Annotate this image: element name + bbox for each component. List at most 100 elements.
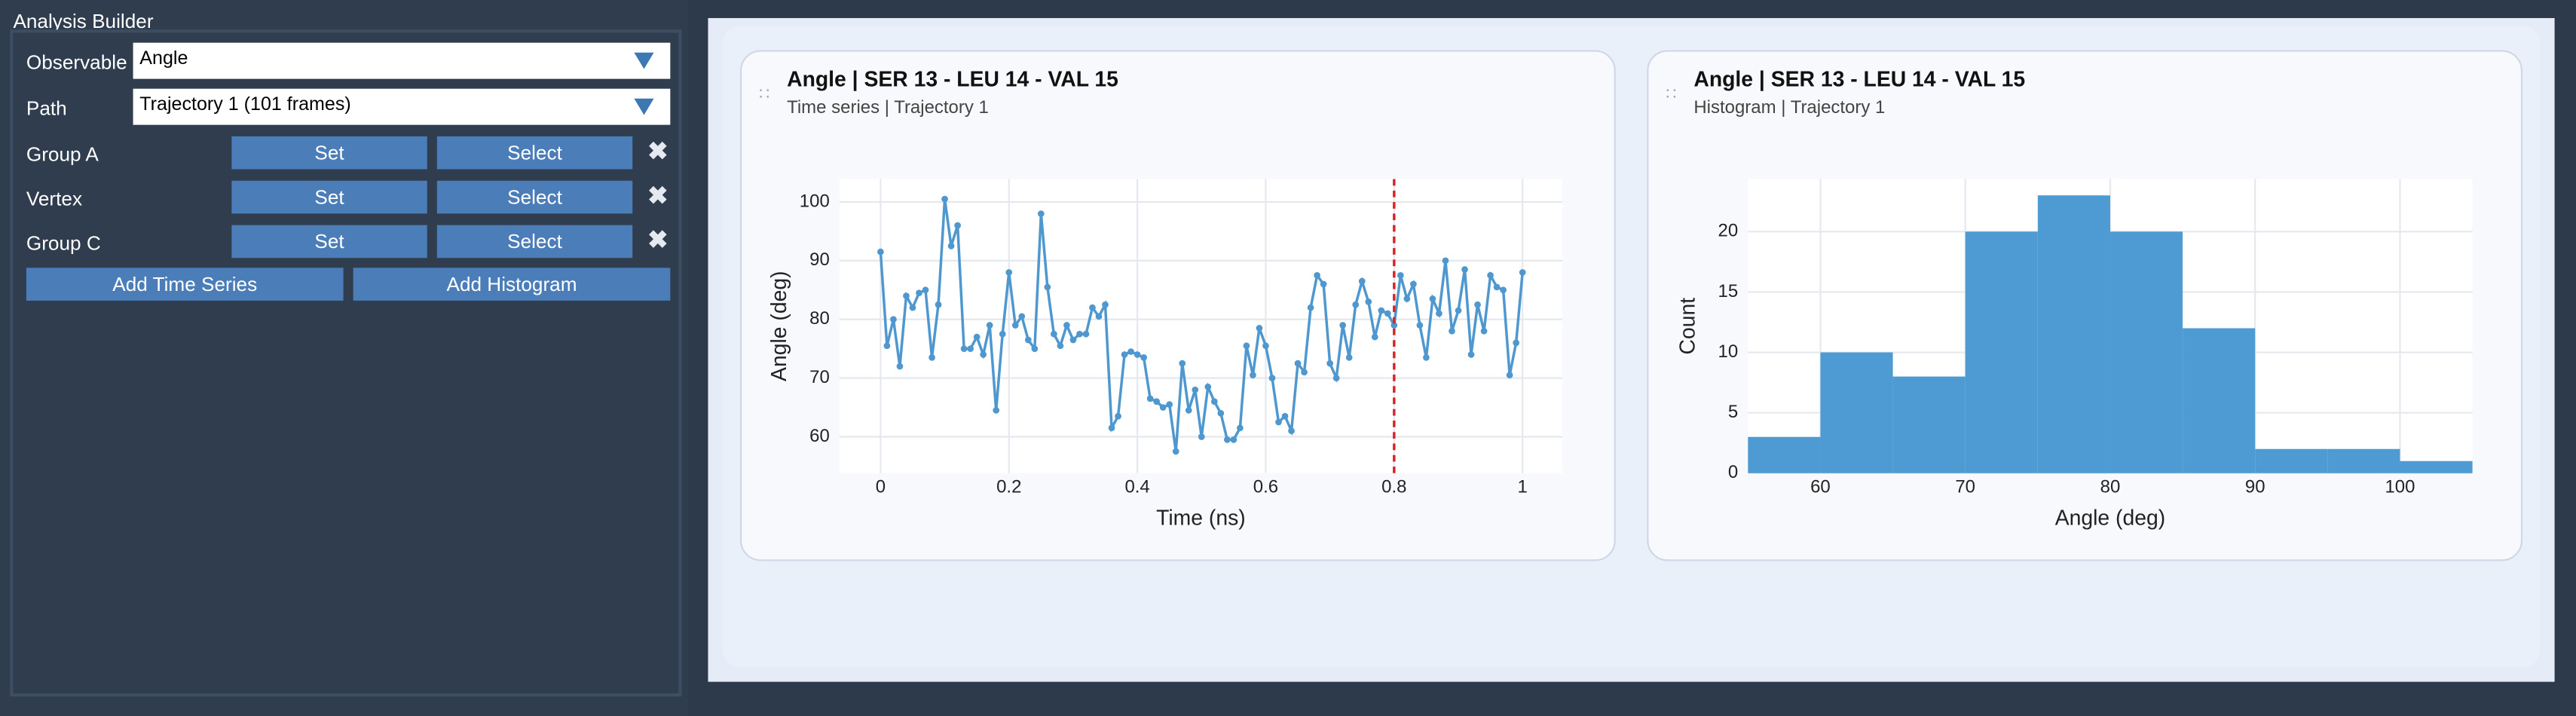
set-button[interactable]: Set: [231, 180, 427, 214]
select-button[interactable]: Select: [436, 136, 633, 170]
dropdown-arrow: [634, 98, 654, 115]
point: [1397, 271, 1404, 279]
point: [1223, 436, 1231, 443]
point: [909, 304, 916, 311]
point: [1063, 322, 1070, 329]
point: [1204, 383, 1212, 390]
bar: [1965, 231, 2038, 473]
set-button[interactable]: Set: [231, 225, 427, 259]
add-histogram-button[interactable]: Add Histogram: [353, 268, 671, 301]
panel-title: Analysis Builder: [13, 10, 154, 33]
x-tick-label: 80: [2100, 477, 2121, 497]
select-button[interactable]: Select: [436, 225, 633, 259]
point: [883, 342, 891, 350]
point: [1095, 313, 1103, 320]
drag-handle: ∷: [759, 84, 769, 103]
point: [1011, 322, 1019, 329]
set-button[interactable]: Set: [231, 136, 427, 170]
point: [890, 316, 897, 323]
point: [1275, 418, 1282, 426]
y-tick-label: 20: [1718, 221, 1739, 241]
point: [1230, 436, 1238, 443]
y-tick-label: 100: [800, 191, 830, 211]
drag-handle: ∷: [1666, 84, 1676, 103]
row-label: Group C: [26, 231, 101, 255]
point: [1121, 351, 1128, 358]
x-tick-label: 70: [1955, 477, 1975, 497]
point: [980, 351, 987, 358]
point: [1089, 304, 1096, 311]
point: [1307, 304, 1314, 311]
point: [1217, 409, 1225, 417]
x-tick-label: 0.2: [996, 477, 1021, 497]
y-tick-label: 90: [809, 249, 830, 270]
point: [1288, 427, 1295, 435]
bar: [1820, 352, 1893, 473]
row-label: Vertex: [26, 187, 83, 211]
y-tick-label: 70: [809, 367, 830, 387]
bar: [1748, 436, 1821, 473]
group-box: [10, 29, 682, 697]
point: [1345, 353, 1353, 361]
point: [941, 195, 948, 203]
bar: [2183, 328, 2256, 473]
point: [973, 333, 981, 341]
y-tick-label: 15: [1718, 281, 1739, 301]
point: [1449, 327, 1455, 335]
point: [916, 289, 922, 297]
point: [1243, 342, 1250, 350]
point: [1082, 330, 1090, 338]
point: [1076, 330, 1083, 338]
point: [935, 301, 942, 308]
point: [1185, 407, 1192, 414]
path-select[interactable]: Trajectory 1 (101 frames): [133, 88, 671, 125]
point: [1031, 345, 1039, 353]
point: [877, 248, 884, 255]
dropdown-arrow: [634, 52, 654, 69]
point: [1146, 395, 1154, 402]
analysis-builder: Analysis Builder Observable Angle Path T…: [0, 0, 689, 716]
point: [1493, 283, 1501, 291]
add-time-series-button[interactable]: Add Time Series: [26, 268, 344, 301]
point: [1403, 295, 1411, 302]
point: [986, 322, 993, 329]
point: [1320, 280, 1327, 288]
y-tick-label: 80: [809, 308, 830, 329]
y-axis-label: Count: [1675, 298, 1699, 355]
x-axis-label: Angle (deg): [2055, 506, 2165, 530]
point: [1339, 322, 1347, 329]
observable-select[interactable]: Angle: [133, 42, 671, 79]
bar: [2109, 231, 2183, 473]
field-label: Path: [26, 96, 67, 121]
select-value: Angle: [139, 49, 188, 69]
point: [1069, 336, 1077, 344]
point: [1467, 351, 1475, 358]
point: [1044, 283, 1051, 291]
clear-button[interactable]: ✖: [647, 182, 668, 211]
point: [903, 292, 910, 299]
point: [1513, 339, 1520, 347]
point: [967, 345, 974, 353]
point: [1192, 386, 1199, 393]
point: [1358, 277, 1366, 285]
point: [1326, 360, 1334, 367]
point: [896, 363, 904, 370]
point: [1352, 301, 1360, 308]
clear-button[interactable]: ✖: [647, 226, 668, 255]
point: [1487, 271, 1494, 279]
select-button[interactable]: Select: [436, 180, 633, 214]
chart-title: Angle | SER 13 - LEU 14 - VAL 15: [787, 67, 1118, 91]
point: [1390, 322, 1398, 329]
point: [947, 243, 955, 249]
point: [1172, 448, 1179, 455]
clear-button[interactable]: ✖: [647, 138, 668, 167]
point: [1134, 351, 1141, 358]
point: [1179, 360, 1186, 367]
row-label: Group A: [26, 142, 99, 167]
point: [1429, 295, 1436, 302]
chart-title: Angle | SER 13 - LEU 14 - VAL 15: [1693, 67, 2025, 91]
bar: [2400, 461, 2473, 473]
point: [1281, 412, 1289, 420]
